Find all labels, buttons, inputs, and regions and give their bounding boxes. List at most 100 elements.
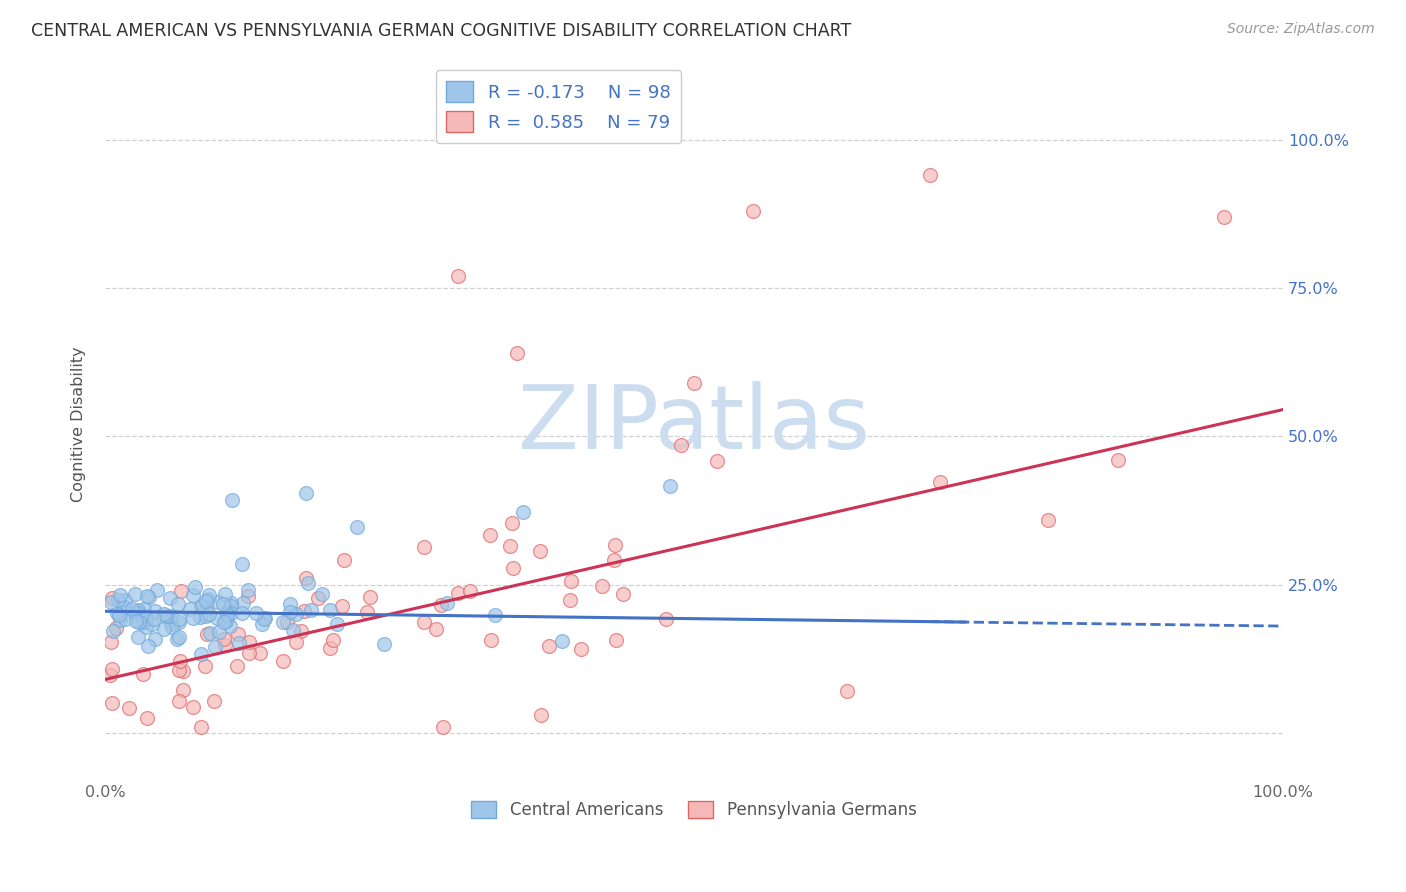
Point: [166, 632, 188, 646]
Point: [330, 599, 353, 613]
Point: [1036, 513, 1059, 527]
Point: [167, 630, 190, 644]
Point: [221, 606, 243, 620]
Point: [412, 540, 434, 554]
Point: [271, 615, 294, 629]
Point: [558, 593, 581, 607]
Point: [560, 574, 582, 589]
Point: [276, 615, 298, 629]
Point: [167, 615, 190, 629]
Point: [160, 616, 183, 631]
Point: [188, 610, 211, 624]
Point: [197, 592, 219, 607]
Point: [160, 620, 183, 634]
Point: [605, 632, 627, 647]
Point: [100, 696, 122, 710]
Point: [654, 612, 676, 626]
Point: [238, 589, 260, 603]
Point: [537, 639, 560, 653]
Point: [741, 203, 763, 218]
Point: [132, 615, 155, 630]
Point: [143, 604, 166, 618]
Point: [190, 599, 212, 613]
Point: [135, 620, 157, 634]
Point: [299, 603, 322, 617]
Point: [132, 602, 155, 616]
Point: [105, 622, 128, 636]
Point: [359, 590, 381, 604]
Point: [297, 576, 319, 591]
Point: [479, 528, 502, 542]
Point: [447, 269, 470, 284]
Point: [658, 479, 681, 493]
Point: [484, 607, 506, 622]
Point: [127, 631, 149, 645]
Point: [124, 587, 146, 601]
Point: [110, 613, 132, 627]
Point: [333, 553, 356, 567]
Point: [195, 602, 218, 616]
Point: [499, 539, 522, 553]
Point: [322, 633, 344, 648]
Point: [238, 646, 260, 660]
Point: [232, 596, 254, 610]
Point: [127, 603, 149, 617]
Point: [245, 606, 267, 620]
Point: [114, 593, 136, 607]
Point: [121, 602, 143, 616]
Point: [101, 624, 124, 638]
Point: [114, 612, 136, 626]
Point: [290, 624, 312, 638]
Point: [146, 582, 169, 597]
Point: [195, 627, 218, 641]
Point: [181, 611, 204, 625]
Point: [181, 700, 204, 714]
Point: [432, 720, 454, 734]
Point: [706, 454, 728, 468]
Point: [212, 632, 235, 646]
Point: [128, 615, 150, 629]
Point: [125, 614, 148, 628]
Point: [226, 627, 249, 641]
Point: [98, 668, 121, 682]
Point: [929, 475, 952, 490]
Point: [205, 611, 228, 625]
Point: [436, 596, 458, 610]
Point: [214, 587, 236, 601]
Point: [197, 588, 219, 602]
Point: [285, 607, 308, 622]
Text: ZIPatlas: ZIPatlas: [517, 381, 870, 468]
Point: [153, 607, 176, 621]
Point: [1107, 453, 1129, 467]
Point: [512, 505, 534, 519]
Point: [425, 622, 447, 636]
Point: [231, 606, 253, 620]
Point: [253, 612, 276, 626]
Point: [202, 694, 225, 708]
Point: [100, 595, 122, 609]
Point: [195, 609, 218, 624]
Point: [107, 593, 129, 607]
Point: [211, 597, 233, 611]
Point: [172, 682, 194, 697]
Point: [346, 520, 368, 534]
Point: [105, 607, 128, 621]
Point: [212, 615, 235, 630]
Point: [236, 583, 259, 598]
Point: [118, 700, 141, 714]
Point: [136, 639, 159, 653]
Point: [551, 633, 574, 648]
Point: [135, 711, 157, 725]
Point: [167, 663, 190, 677]
Point: [669, 438, 692, 452]
Point: [110, 588, 132, 602]
Point: [283, 623, 305, 637]
Point: [153, 623, 176, 637]
Point: [169, 654, 191, 668]
Point: [294, 485, 316, 500]
Point: [136, 589, 159, 603]
Point: [214, 638, 236, 652]
Point: [252, 616, 274, 631]
Point: [198, 626, 221, 640]
Point: [138, 590, 160, 604]
